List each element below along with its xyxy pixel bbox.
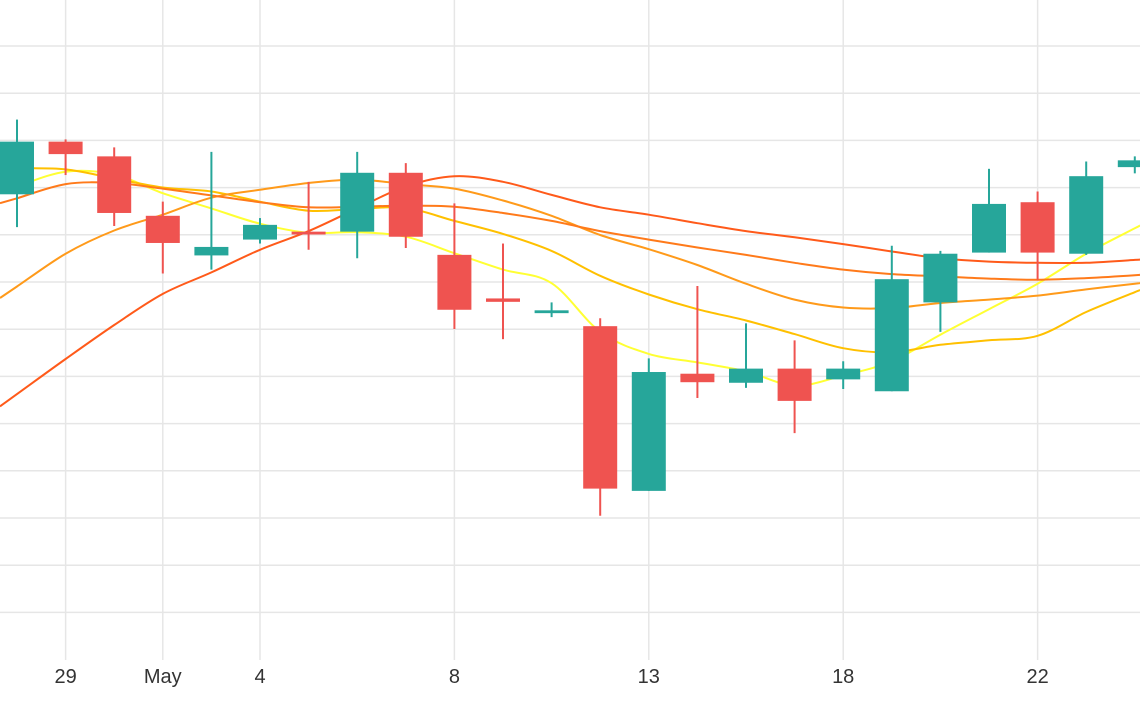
candle-body <box>583 326 618 489</box>
candle-body <box>486 298 520 302</box>
x-tick-label: 22 <box>1026 666 1048 688</box>
candle <box>486 243 520 340</box>
candle-body <box>48 141 83 155</box>
moving-average-line-1 <box>0 169 1140 387</box>
candle <box>583 318 618 516</box>
candle-body <box>680 373 715 383</box>
candle <box>680 285 715 399</box>
candle <box>923 250 958 332</box>
grid-layer <box>0 0 1140 660</box>
candle-body <box>1020 202 1055 253</box>
x-tick-label: 8 <box>449 666 460 688</box>
moving-average-layer <box>0 166 1140 408</box>
candle <box>874 245 909 392</box>
candle-body <box>777 368 812 401</box>
candle-layer <box>0 119 1140 516</box>
candle-body <box>923 253 958 303</box>
candle <box>97 147 132 226</box>
x-tick-label: 29 <box>54 666 76 688</box>
candle <box>729 323 763 388</box>
candle-body <box>729 368 763 383</box>
candle <box>1020 191 1055 280</box>
candle-body <box>388 172 423 237</box>
candle-body <box>874 279 909 392</box>
candle <box>437 203 472 329</box>
candle-body <box>972 203 1006 253</box>
x-axis-ticks: 29 May 4 8 13 18 22 <box>54 666 1048 688</box>
moving-average-line-4 <box>0 181 1140 281</box>
candle <box>826 361 861 389</box>
candle <box>340 151 375 259</box>
x-tick-label: May <box>144 666 182 688</box>
candle-body <box>145 215 180 243</box>
candle <box>972 168 1006 253</box>
x-tick-label: 4 <box>254 666 265 688</box>
candle-body <box>194 246 229 256</box>
candle <box>777 340 812 434</box>
candle <box>243 218 277 244</box>
candle <box>1069 161 1104 255</box>
candle-body <box>340 172 375 232</box>
candle-body <box>97 156 132 213</box>
candle-body <box>534 310 569 314</box>
candle <box>291 181 326 250</box>
candle <box>631 358 666 491</box>
candle <box>0 119 34 228</box>
candle-body <box>243 224 277 240</box>
candle-body <box>291 231 326 235</box>
moving-average-line-5 <box>0 175 1140 408</box>
candle <box>48 139 83 176</box>
moving-average-line-2 <box>0 166 1140 354</box>
candle-body <box>437 254 472 310</box>
candle <box>388 163 423 249</box>
candle-body <box>1117 160 1140 168</box>
candle-body <box>1069 176 1104 254</box>
candle-body <box>631 372 666 491</box>
candle <box>534 302 569 318</box>
candle-body <box>0 141 34 195</box>
candle-body <box>826 368 861 380</box>
x-tick-label: 13 <box>638 666 660 688</box>
candle <box>194 151 229 270</box>
candle <box>1117 156 1140 174</box>
candle <box>145 201 180 274</box>
x-tick-label: 18 <box>832 666 854 688</box>
